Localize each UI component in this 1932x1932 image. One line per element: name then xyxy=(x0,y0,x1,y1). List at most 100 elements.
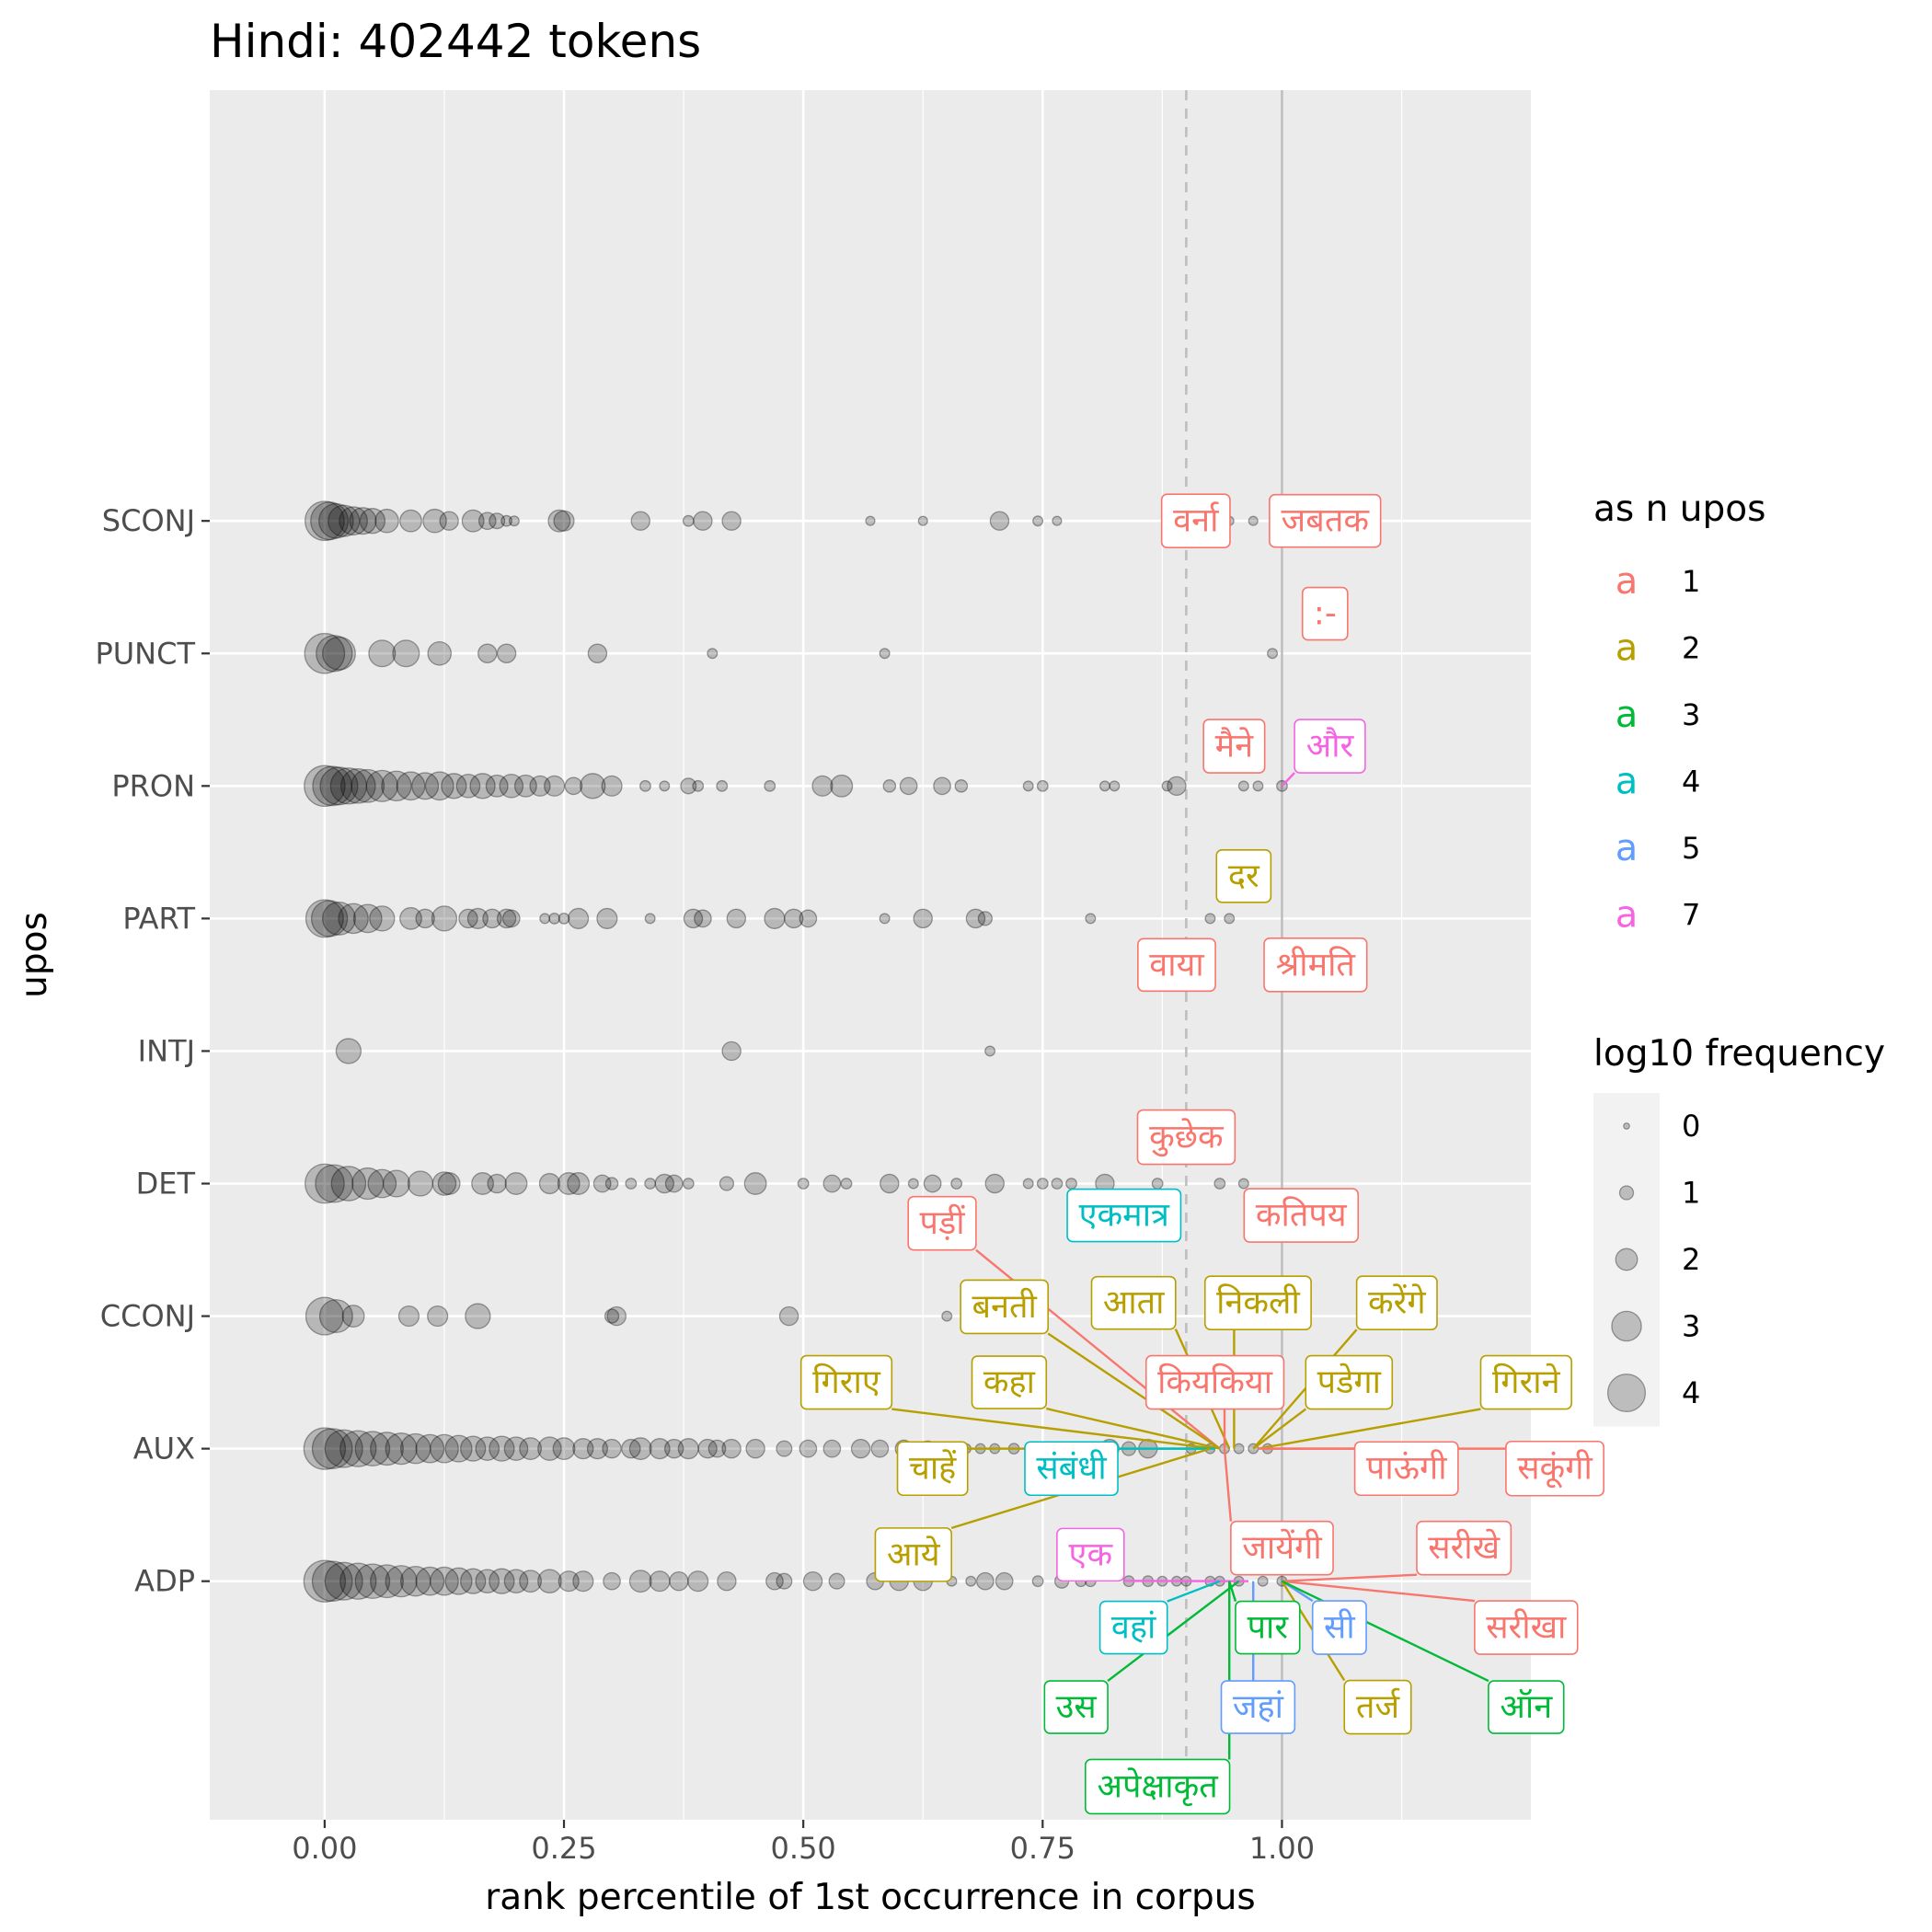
point-pron xyxy=(441,773,467,799)
point-part xyxy=(913,908,933,929)
size-legend-label: 4 xyxy=(1682,1375,1700,1410)
point-aux xyxy=(628,1437,652,1461)
point-adp xyxy=(975,1571,995,1591)
point-det xyxy=(315,1164,354,1203)
point-aux xyxy=(649,1438,671,1460)
point-sconj xyxy=(422,508,447,534)
point-det xyxy=(743,1172,767,1195)
point-aux xyxy=(354,1431,391,1466)
point-det xyxy=(367,1168,397,1199)
point-pron xyxy=(319,766,359,806)
color-legend-label: 2 xyxy=(1682,631,1700,666)
point-sconj xyxy=(349,507,377,535)
point-label-box xyxy=(1144,1354,1285,1410)
point-part xyxy=(644,913,656,925)
point-label: उस xyxy=(1043,1680,1109,1734)
color-legend-key: a xyxy=(1616,827,1639,869)
size-legend-key xyxy=(1611,1310,1642,1342)
point-det xyxy=(797,1178,810,1190)
point-det xyxy=(504,1172,528,1195)
point-pron xyxy=(639,779,651,792)
point-det xyxy=(471,1172,495,1195)
color-legend-key: a xyxy=(1616,761,1639,803)
point-det xyxy=(351,1167,385,1201)
point-label-text: पाऊंगी xyxy=(1366,1449,1447,1488)
color-legend-label: 1 xyxy=(1682,564,1700,599)
label-leader-line xyxy=(1252,1328,1358,1450)
x-axis: 0.00 0.25 0.50 0.75 1.00 xyxy=(292,1820,1315,1866)
point-label: एक xyxy=(1056,1527,1125,1582)
point-aux xyxy=(475,1436,500,1461)
point-punct xyxy=(427,640,453,666)
point-adp xyxy=(303,1559,347,1603)
point-adp xyxy=(776,1572,793,1590)
point-label: सरीखा xyxy=(1474,1600,1579,1655)
size-legend-label: 0 xyxy=(1682,1109,1700,1144)
point-pron xyxy=(601,775,623,797)
point-pron xyxy=(1161,780,1173,792)
point-aux xyxy=(415,1433,445,1464)
point-punct xyxy=(368,639,397,668)
point-part xyxy=(305,899,344,938)
label-leader-line xyxy=(1252,1408,1307,1450)
point-label-box xyxy=(1294,719,1366,774)
point-pron xyxy=(1036,779,1049,792)
point-sconj xyxy=(461,509,485,533)
point-adp xyxy=(649,1570,671,1593)
point-label: सी xyxy=(1311,1600,1367,1655)
point-sconj xyxy=(1248,515,1259,526)
point-sconj xyxy=(989,511,1010,531)
point-label-box xyxy=(1488,1680,1565,1734)
point-label-box xyxy=(896,1441,969,1497)
point-pron xyxy=(312,765,353,807)
point-det xyxy=(407,1170,434,1197)
color-legend-title: as n upos xyxy=(1593,489,1765,530)
point-pron xyxy=(882,779,897,793)
point-adp xyxy=(489,1568,515,1594)
point-label-box xyxy=(971,1355,1048,1409)
point-part xyxy=(784,908,804,929)
label-leader-line xyxy=(1281,1580,1489,1683)
point-part xyxy=(415,908,435,929)
point-sconj xyxy=(630,511,650,531)
point-label-box xyxy=(1243,1188,1360,1243)
point-label: ऑन xyxy=(1488,1680,1565,1734)
point-label: सकूंगी xyxy=(1505,1440,1604,1497)
point-pron xyxy=(1237,780,1249,792)
point-label-box xyxy=(874,1527,953,1582)
point-pron xyxy=(529,775,551,797)
point-label-box xyxy=(1343,1679,1412,1735)
point-punct xyxy=(477,643,498,663)
size-legend-key xyxy=(1623,1122,1630,1130)
point-adp xyxy=(1257,1575,1269,1587)
point-sconj xyxy=(682,514,695,527)
point-label-box xyxy=(1202,719,1266,774)
y-tick-label: CCONJ xyxy=(100,1299,195,1334)
point-part xyxy=(399,906,422,930)
size-legend-key xyxy=(1615,1248,1639,1271)
point-det xyxy=(330,1166,367,1202)
point-label-text: जायेंगी xyxy=(1242,1528,1322,1567)
point-pron xyxy=(411,772,440,800)
point-label-box xyxy=(1160,493,1231,548)
point-punct xyxy=(1267,648,1279,660)
point-punct xyxy=(707,648,719,660)
point-pron xyxy=(544,775,566,797)
point-aux xyxy=(489,1435,515,1462)
color-legend-label: 7 xyxy=(1682,898,1700,933)
point-label-box xyxy=(1024,1441,1119,1497)
point-adp xyxy=(399,1565,431,1597)
point-label-text: सी xyxy=(1324,1608,1355,1647)
point-det xyxy=(1213,1178,1226,1190)
point-part xyxy=(568,907,590,929)
point-pron xyxy=(304,765,346,808)
point-aux xyxy=(537,1436,562,1461)
size-legend-label: 1 xyxy=(1682,1176,1700,1211)
point-det xyxy=(1065,1178,1077,1190)
point-punct xyxy=(587,643,608,663)
point-part xyxy=(1085,913,1097,925)
point-aux xyxy=(303,1427,347,1470)
point-det xyxy=(822,1174,842,1193)
size-legend-title: log10 frequency xyxy=(1593,1033,1885,1075)
point-label-box xyxy=(1416,1520,1512,1576)
